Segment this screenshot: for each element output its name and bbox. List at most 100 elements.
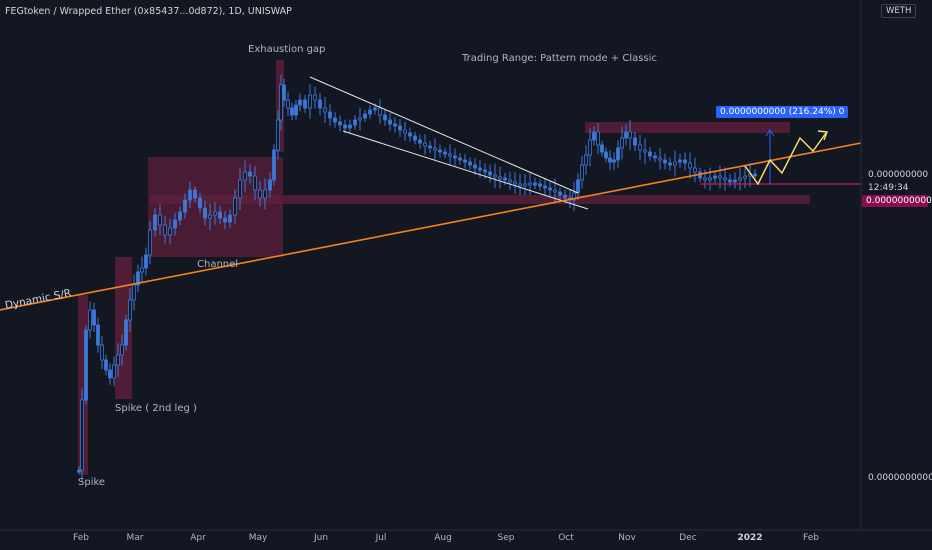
candle-body — [203, 207, 207, 219]
candle-body — [592, 131, 596, 141]
candle-body — [136, 271, 140, 286]
time-axis-label: Oct — [558, 533, 574, 543]
candle-body — [548, 187, 552, 191]
candle-body — [553, 189, 557, 193]
candle-body — [708, 177, 712, 181]
candle-body — [173, 219, 177, 229]
candle-body — [388, 119, 392, 125]
candle-body — [294, 104, 298, 116]
trading-range-label: Trading Range: Pattern mode + Classic — [462, 53, 657, 64]
current-price-tag: 0.0000000000 — [862, 195, 932, 207]
candle-body — [348, 124, 352, 129]
candle-body — [368, 109, 372, 115]
candle-body — [313, 94, 317, 101]
candle-body — [463, 159, 467, 163]
candle-body — [513, 181, 517, 185]
time-axis-label: Nov — [618, 533, 636, 543]
candle-body — [178, 211, 182, 221]
candle-body — [753, 173, 757, 177]
candle-body — [733, 179, 737, 183]
wedge-upper-line — [309, 76, 579, 194]
candle-body — [358, 117, 362, 121]
candle-body — [328, 111, 332, 119]
candle-body — [279, 84, 283, 121]
candle-body — [282, 84, 286, 101]
candle-body — [608, 157, 612, 163]
candle-body — [383, 114, 387, 121]
candle-body — [576, 179, 580, 194]
measure-tag: 0.0000000000 (216.24%) 0 — [716, 106, 849, 118]
candle-body — [433, 147, 437, 151]
candle-body — [498, 176, 502, 180]
candle-body — [108, 369, 112, 379]
symbol-header[interactable]: FEGtoken / Wrapped Ether (0x85437...0d87… — [5, 6, 292, 17]
projection-path — [744, 132, 827, 186]
candle-body — [393, 123, 397, 127]
candle-body — [628, 131, 632, 139]
resistance-zone — [585, 122, 790, 133]
time-axis-label: Apr — [190, 533, 206, 543]
candle-body — [96, 324, 100, 346]
spike-zone — [78, 295, 88, 475]
candle-body — [663, 159, 667, 164]
candle-body — [148, 229, 152, 256]
candle-body — [183, 199, 187, 213]
candle-body — [616, 147, 620, 161]
candle-body — [318, 99, 322, 109]
candle-body — [448, 153, 452, 157]
candle-body — [458, 157, 462, 161]
candle-body — [263, 189, 267, 199]
time-axis-label: Jun — [313, 533, 329, 543]
candle-body — [683, 159, 687, 164]
time-axis-label: Dec — [679, 533, 697, 543]
price-axis-bottom-label: 0.0000000000 — [868, 473, 932, 483]
candle-body — [743, 175, 747, 179]
candle-body — [668, 162, 672, 166]
candle-body — [673, 161, 677, 166]
candle-body — [728, 179, 732, 183]
candle-body — [428, 145, 432, 149]
candle-body — [508, 179, 512, 183]
time-axis-label: Sep — [497, 533, 515, 543]
candle-body — [572, 192, 576, 201]
candle-body — [418, 139, 422, 144]
candle-body — [408, 132, 412, 137]
spike-2nd-leg-label: Spike ( 2nd leg ) — [115, 403, 197, 414]
candle-body — [580, 164, 584, 181]
candle-body — [218, 211, 222, 219]
candle-body — [620, 137, 624, 149]
candle-body — [290, 107, 294, 116]
measure-arrowhead — [765, 129, 775, 137]
time-axis-label: Feb — [803, 533, 819, 543]
time-axis-label: 2022 — [737, 533, 763, 543]
candle-body — [718, 175, 722, 179]
candle-body — [693, 167, 697, 173]
candle-body — [323, 107, 327, 113]
candle-body — [144, 254, 148, 269]
exhaustion-gap-label: Exhaustion gap — [248, 44, 326, 55]
candle-body — [253, 175, 257, 191]
dynamic-sr-line — [0, 142, 862, 311]
candle-body — [624, 131, 628, 139]
candle-body — [243, 171, 247, 181]
candle-body — [120, 344, 124, 356]
candle-body — [438, 149, 442, 153]
candle-body — [600, 144, 604, 153]
candle-body — [523, 183, 527, 187]
candle-body — [116, 354, 120, 366]
candle-body — [268, 179, 272, 191]
candle-body — [584, 154, 588, 166]
candle-body — [738, 177, 742, 181]
candle-body — [153, 214, 157, 231]
candle-body — [228, 214, 232, 223]
candle-body — [233, 197, 237, 216]
candle-body — [363, 113, 367, 119]
candle-body — [703, 177, 707, 181]
candle-body — [518, 183, 522, 187]
candle-body — [483, 169, 487, 173]
candle-body — [128, 299, 132, 321]
currency-button[interactable]: WETH — [881, 4, 917, 18]
candle-body — [633, 137, 637, 146]
projection-arrowhead — [817, 130, 828, 141]
